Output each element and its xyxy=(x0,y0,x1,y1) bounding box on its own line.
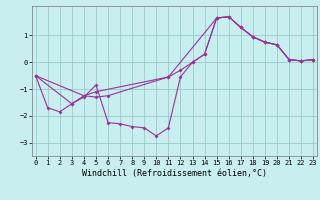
X-axis label: Windchill (Refroidissement éolien,°C): Windchill (Refroidissement éolien,°C) xyxy=(82,169,267,178)
